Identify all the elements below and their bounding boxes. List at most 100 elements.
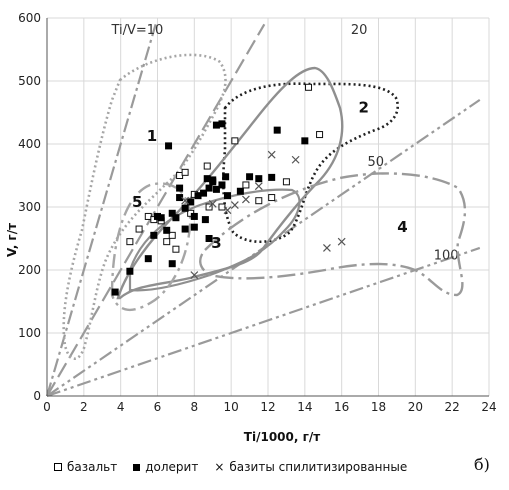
data-points (111, 83, 346, 296)
dolerite-point (209, 178, 217, 186)
filled-square-icon (133, 463, 141, 471)
cross-stroke (337, 237, 346, 246)
ratio-line-label: 50 (367, 155, 384, 170)
cross-stroke (181, 196, 190, 205)
basalt-point (316, 131, 324, 139)
open-square-icon (54, 463, 62, 471)
dolerite-point (205, 184, 213, 192)
y-tick-label: 600 (18, 11, 41, 25)
spilitized-point (190, 271, 199, 279)
dolerite-point (203, 175, 211, 183)
basalt-point (282, 178, 290, 186)
field-5-outline (110, 182, 192, 312)
dolerite-point (176, 194, 184, 202)
basalt-point (126, 238, 134, 246)
x-tick-label: 24 (481, 400, 496, 414)
dolerite-point (181, 225, 189, 233)
dolerite-point (176, 184, 184, 192)
basalt-point (305, 83, 313, 91)
panel-label: б) (474, 455, 490, 474)
basalt-point (242, 181, 250, 189)
basalt-point (172, 245, 180, 253)
basalt-point (255, 197, 263, 205)
field-3-outline (128, 188, 301, 292)
dolerite-point (163, 226, 171, 234)
dolerite-point (205, 235, 213, 242)
y-tick-label: 500 (18, 74, 41, 88)
dolerite-point (150, 231, 158, 239)
spilitized-point (337, 237, 346, 246)
y-tick-label: 0 (33, 389, 41, 403)
dolerite-point (222, 173, 230, 181)
dolerite-point (223, 192, 231, 200)
x-tick-label: 14 (297, 400, 312, 414)
dolerite-point (172, 214, 180, 222)
dolerite-point (168, 260, 176, 268)
dolerite-point (268, 173, 276, 181)
cross-icon: × (214, 460, 225, 474)
basalt-point (163, 238, 171, 246)
ratio-line-label: Ti/V=10 (110, 23, 163, 38)
dolerite-point (190, 212, 198, 220)
basalt-point (268, 194, 276, 202)
ratio-line-label: 20 (351, 23, 368, 38)
dolerite-point (212, 121, 220, 129)
x-tick-label: 12 (260, 400, 275, 414)
dolerite-point (157, 214, 165, 222)
cross-stroke (230, 201, 239, 210)
dolerite-point (246, 173, 254, 181)
cross-stroke (241, 195, 250, 204)
cross-stroke (254, 182, 263, 191)
spilitized-point (223, 206, 232, 215)
field-label: 5 (132, 193, 142, 211)
basalt-point (203, 162, 211, 170)
dolerite-point (301, 137, 309, 145)
dolerite-point (190, 223, 198, 231)
field-4-outline (199, 172, 467, 297)
ratio-line (45, 23, 157, 397)
dolerite-point (181, 204, 189, 212)
basalt-point (135, 225, 143, 233)
legend-item-dolerite: долерит (133, 460, 198, 474)
y-tick-label: 200 (18, 263, 41, 277)
cross-stroke (291, 155, 300, 164)
legend-label-dolerite: долерит (145, 460, 199, 474)
dolerite-point (165, 142, 173, 150)
cross-stroke (267, 150, 276, 159)
legend-item-basalt: базальт (54, 460, 117, 474)
field-label: 4 (397, 218, 407, 236)
x-tick-label: 0 (43, 400, 51, 414)
basalt-point (231, 137, 239, 145)
x-tick-label: 8 (191, 400, 199, 414)
legend-label-spilitized: базиты спилитизированные (229, 460, 408, 474)
dolerite-point (144, 255, 152, 263)
axes (46, 18, 489, 397)
y-axis-label: V, г/т (5, 223, 19, 257)
basalt-point (181, 168, 189, 176)
y-tick-label: 400 (18, 137, 41, 151)
legend: базальт долерит × базиты спилитизированн… (54, 460, 423, 474)
field-label: 3 (211, 234, 221, 252)
spilitized-point (254, 182, 263, 191)
y-tick-label: 100 (18, 326, 41, 340)
spilitized-point (323, 244, 331, 252)
spilitized-point (267, 150, 276, 159)
field-label: 2 (359, 99, 369, 117)
dolerite-point (187, 198, 195, 206)
field-1-main-outline (116, 66, 344, 300)
dolerite-point (126, 267, 134, 275)
grid (46, 17, 490, 397)
spilitized-point (241, 195, 250, 204)
dolerite-point (218, 120, 226, 128)
x-axis-label: Ti/1000, г/т (244, 430, 320, 444)
cross-stroke (208, 199, 217, 208)
legend-item-spilitized: × базиты спилитизированные (214, 460, 407, 474)
basalt-point (168, 231, 176, 239)
annotations: 1 2 3 4 5 (132, 99, 408, 252)
x-tick-label: 4 (117, 400, 125, 414)
cross-stroke (190, 271, 199, 279)
dolerite-point (212, 185, 220, 193)
dolerite-point (168, 209, 176, 217)
ratio-line (46, 246, 481, 398)
